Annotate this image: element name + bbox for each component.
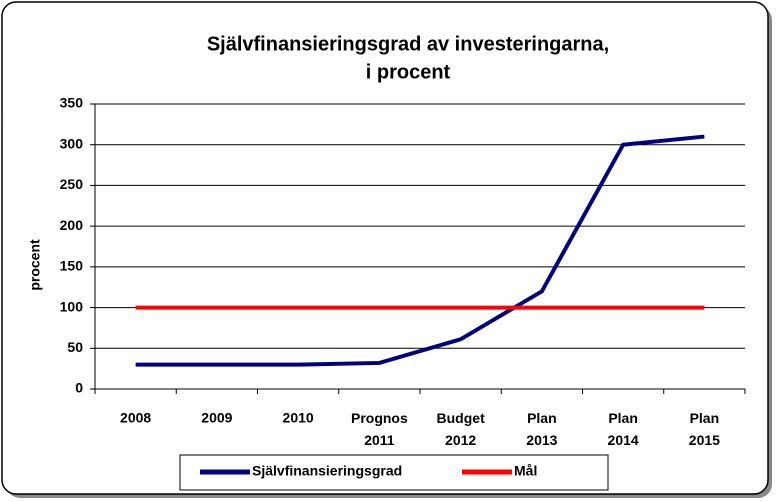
chart-title: i procent xyxy=(366,61,451,83)
y-tick-label: 250 xyxy=(60,176,84,192)
chart-title: Självfinansieringsgrad av investeringarn… xyxy=(207,33,609,55)
y-tick-label: 50 xyxy=(67,339,83,355)
x-tick-label: Plan 2013 xyxy=(526,410,557,448)
y-axis-label: procent xyxy=(27,239,43,291)
y-tick-label: 200 xyxy=(60,217,84,233)
x-tick-label: Plan 2015 xyxy=(689,410,720,448)
y-tick-label: 100 xyxy=(60,298,84,314)
x-tick-label: 2008 xyxy=(120,410,151,426)
y-tick-label: 350 xyxy=(60,95,84,111)
legend xyxy=(179,454,609,491)
x-tick-label: Prognos 2011 xyxy=(351,410,408,448)
frame xyxy=(1,1,769,495)
legend-label: Mål xyxy=(514,463,537,479)
series-line xyxy=(135,134,705,367)
x-tick-label: Plan 2014 xyxy=(608,410,639,448)
x-tick-label: 2009 xyxy=(201,410,232,426)
x-tick-label: Budget 2012 xyxy=(437,410,486,448)
legend-label: Självfinansieringsgrad xyxy=(252,463,402,479)
y-tick-label: 300 xyxy=(60,135,84,151)
y-tick-label: 150 xyxy=(60,258,84,274)
x-tick-label: 2010 xyxy=(283,410,314,426)
y-tick-label: 0 xyxy=(75,380,83,396)
